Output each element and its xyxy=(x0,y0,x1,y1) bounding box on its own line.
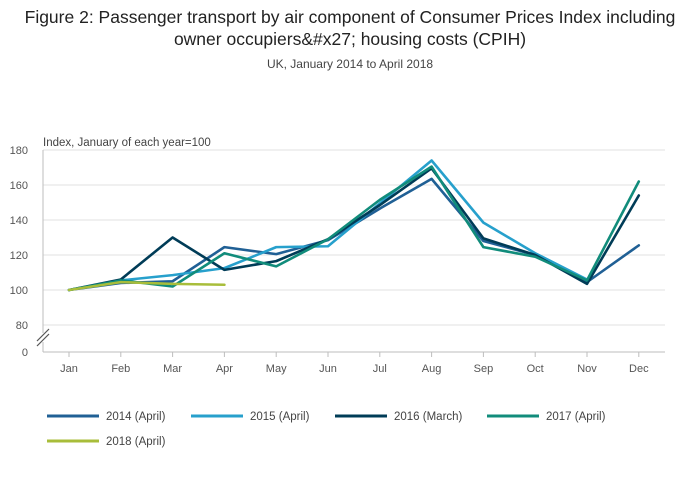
x-tick-label: Mar xyxy=(163,363,182,375)
legend-label: 2016 (March) xyxy=(394,411,463,423)
y-tick-label: 160 xyxy=(10,180,28,192)
legend-label: 2017 (April) xyxy=(546,411,606,423)
x-tick-label: Jul xyxy=(373,363,387,375)
y-tick-label: 80 xyxy=(16,320,28,332)
chart-title: Figure 2: Passenger transport by air com… xyxy=(24,7,676,49)
series-lines xyxy=(67,159,641,292)
x-tick-label: Feb xyxy=(111,363,130,375)
y-tick-label: 140 xyxy=(10,215,28,227)
y-tick-label: 180 xyxy=(10,145,28,157)
series-line-2014[interactable] xyxy=(67,177,641,292)
axes: Index, January of each year=100 0 80 100 12… xyxy=(10,137,665,375)
y-tick-label: 0 xyxy=(22,347,28,359)
legend-label: 2018 (April) xyxy=(106,436,166,448)
x-tick-label: Apr xyxy=(216,363,233,375)
series-line-2017[interactable] xyxy=(67,165,641,292)
x-tick-label: Oct xyxy=(527,363,544,375)
y-tick-label: 100 xyxy=(10,285,28,297)
series-line-2015[interactable] xyxy=(67,159,589,292)
legend-item[interactable]: 2016 (March) xyxy=(335,411,463,423)
series-line-2018[interactable] xyxy=(67,280,226,292)
y-axis-title: Index, January of each year=100 xyxy=(43,137,211,149)
x-tick-label: Jun xyxy=(319,363,337,375)
series-line-2016[interactable] xyxy=(67,167,641,292)
x-tick-label: Aug xyxy=(422,363,442,375)
x-tick-label: May xyxy=(266,363,287,375)
axis-break-mark xyxy=(36,328,50,342)
x-tick-label: Dec xyxy=(629,363,649,375)
x-tick-label: Jan xyxy=(60,363,78,375)
legend-item[interactable]: 2018 (April) xyxy=(47,436,166,448)
legend-label: 2014 (April) xyxy=(106,411,166,423)
legend-label: 2015 (April) xyxy=(250,411,310,423)
chart-subtitle: UK, January 2014 to April 2018 xyxy=(266,57,434,71)
x-tick-label: Nov xyxy=(577,363,597,375)
axis-break-mark xyxy=(36,333,50,347)
legend-item[interactable]: 2015 (April) xyxy=(191,411,310,423)
legend: 2014 (April) 2015 (April) 2016 (March) 2017… xyxy=(47,411,606,448)
gridlines xyxy=(43,149,665,326)
y-tick-label: 120 xyxy=(10,250,28,262)
legend-item[interactable]: 2014 (April) xyxy=(47,411,166,423)
x-tick-label: Sep xyxy=(474,363,494,375)
legend-item[interactable]: 2017 (April) xyxy=(487,411,606,423)
